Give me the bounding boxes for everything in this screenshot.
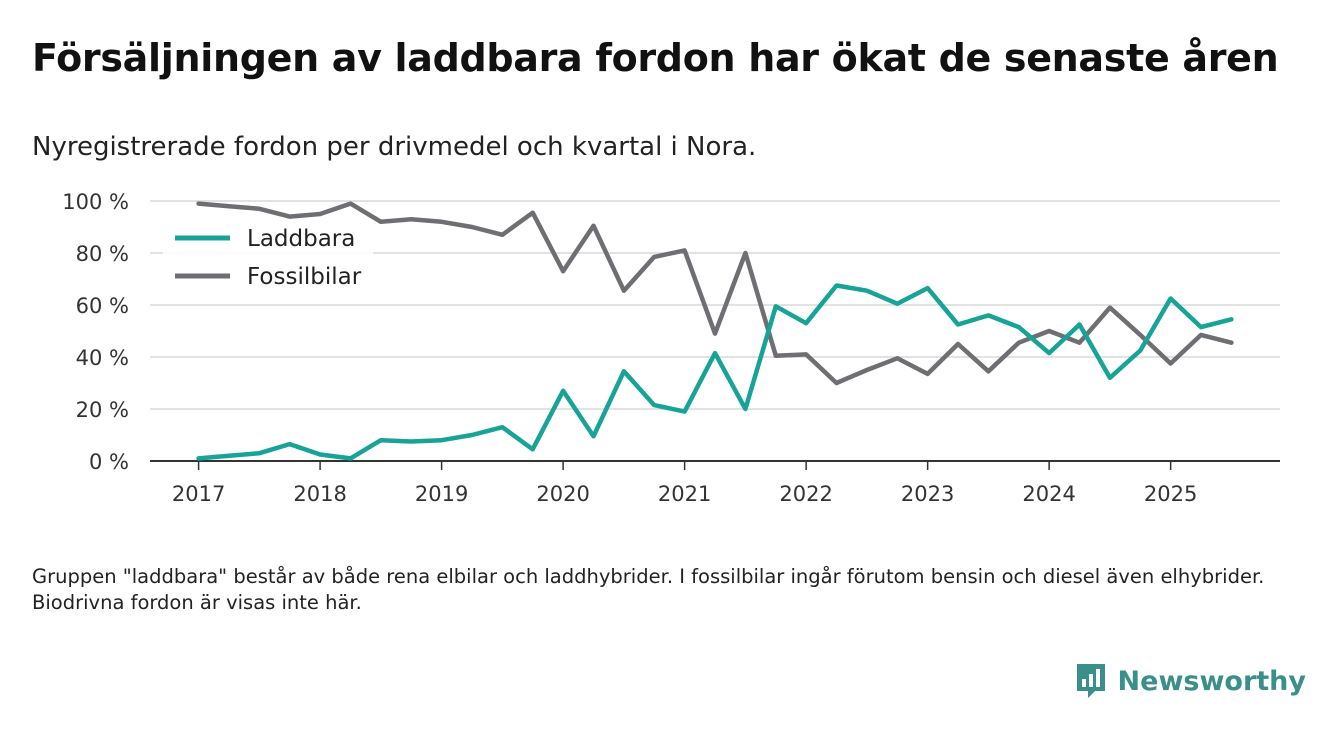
chart-subtitle: Nyregistrerade fordon per drivmedel och … [32, 132, 757, 162]
axes: 0 % 20 % 40 % 60 % 80 % 100 % 2017 2018 2019 2020… [62, 190, 1280, 506]
legend-label: Laddbara [247, 226, 355, 252]
x-tick-label: 2020 [536, 482, 589, 506]
x-tick-label: 2022 [779, 482, 832, 506]
x-tick-label: 2024 [1022, 482, 1075, 506]
footnote: Gruppen "laddbara" består av både rena e… [32, 565, 1265, 614]
x-tick-label: 2018 [293, 482, 346, 506]
series-line-laddbara [196, 283, 1234, 461]
brand-name: Newsworthy [1117, 665, 1306, 697]
y-tick-label: 40 % [76, 346, 129, 370]
legend-background [163, 222, 373, 298]
y-tick-label: 0 % [89, 450, 129, 474]
legend: Laddbara Fossilbilar [163, 222, 373, 298]
x-tick-label: 2017 [172, 482, 225, 506]
series-lines [196, 201, 1234, 461]
brand-logo[interactable]: Newsworthy [1074, 662, 1306, 700]
x-tick-label: 2021 [658, 482, 711, 506]
chart-title: Försäljningen av laddbara fordon har öka… [32, 36, 1279, 80]
x-tick-label: 2025 [1144, 482, 1197, 506]
y-tick-label: 60 % [76, 294, 129, 318]
x-tick-label: 2023 [901, 482, 954, 506]
y-tick-label: 20 % [76, 398, 129, 422]
legend-label: Fossilbilar [247, 264, 362, 290]
line-chart: 0 % 20 % 40 % 60 % 80 % 100 % 2017 2018 2019 2020… [62, 190, 1280, 506]
y-tick-label: 80 % [76, 242, 129, 266]
newsworthy-logo-icon [1076, 664, 1105, 698]
x-tick-label: 2019 [415, 482, 468, 506]
series-line-fossilbilar [196, 201, 1234, 386]
y-tick-label: 100 % [62, 190, 129, 214]
